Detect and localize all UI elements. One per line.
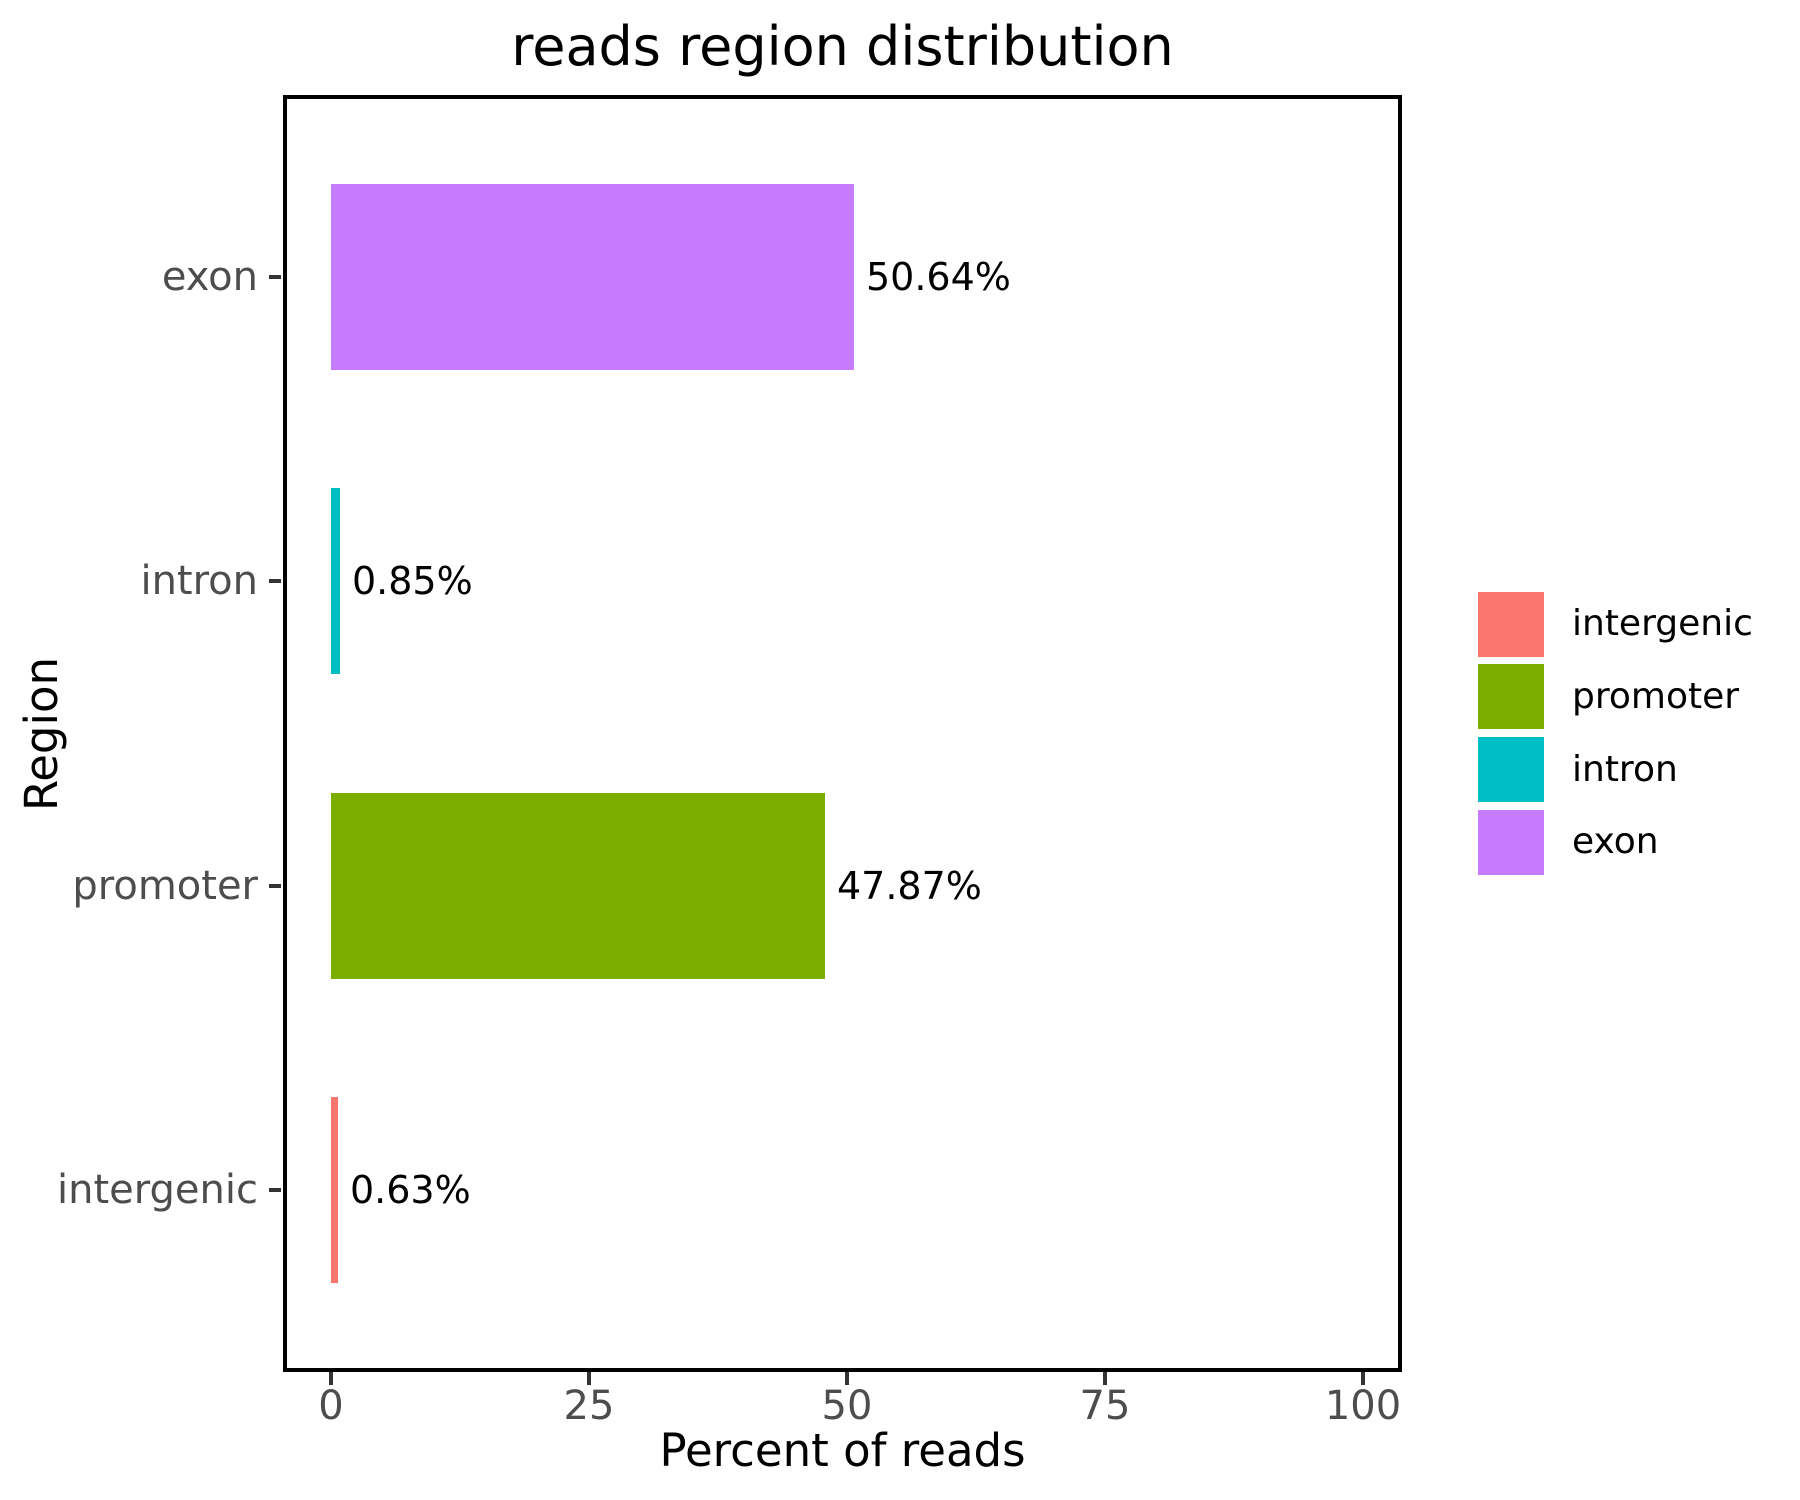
bar-intergenic <box>331 1097 338 1283</box>
legend-label-promoter: promoter <box>1572 676 1740 717</box>
y-tick-mark-promoter <box>269 884 281 888</box>
x-tick-label-25: 25 <box>563 1383 615 1429</box>
x-tick-label-75: 75 <box>1079 1383 1131 1429</box>
legend-label-intergenic: intergenic <box>1572 603 1753 644</box>
x-tick-mark-0 <box>329 1372 333 1385</box>
x-tick-mark-75 <box>1103 1372 1107 1385</box>
x-tick-label-0: 0 <box>318 1383 344 1429</box>
bar-value-label-promoter: 47.87% <box>837 864 982 908</box>
bar-promoter <box>331 793 825 979</box>
bar-intron <box>331 488 340 674</box>
legend-swatch-exon <box>1478 810 1544 875</box>
legend-label-intron: intron <box>1572 749 1678 790</box>
y-tick-mark-exon <box>269 275 281 279</box>
bar-value-label-intergenic: 0.63% <box>350 1168 471 1212</box>
legend-swatch-intron <box>1478 737 1544 802</box>
y-tick-label-exon: exon <box>161 254 258 300</box>
y-tick-mark-intron <box>269 579 281 583</box>
x-tick-mark-25 <box>587 1372 591 1385</box>
x-tick-mark-50 <box>845 1372 849 1385</box>
x-tick-label-100: 100 <box>1324 1383 1402 1429</box>
legend-swatch-promoter <box>1478 664 1544 729</box>
y-tick-label-promoter: promoter <box>72 863 258 909</box>
y-axis-title: Region <box>15 656 68 812</box>
bar-exon <box>331 184 854 370</box>
x-axis-title: Percent of reads <box>659 1424 1026 1477</box>
y-tick-mark-intergenic <box>269 1188 281 1192</box>
legend-swatch-intergenic <box>1478 592 1544 657</box>
chart-title: reads region distribution <box>511 15 1174 78</box>
bar-value-label-exon: 50.64% <box>866 255 1011 299</box>
legend-label-exon: exon <box>1572 821 1659 862</box>
x-tick-mark-100 <box>1361 1372 1365 1385</box>
y-tick-label-intergenic: intergenic <box>57 1167 258 1213</box>
x-tick-label-50: 50 <box>821 1383 873 1429</box>
y-tick-label-intron: intron <box>140 558 258 604</box>
bar-value-label-intron: 0.85% <box>352 559 473 603</box>
